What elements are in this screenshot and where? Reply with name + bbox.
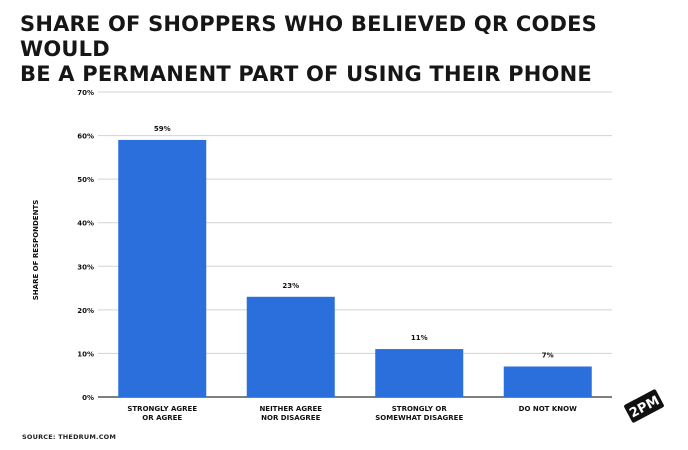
x-tick-label-line: DO NOT KNOW [519, 405, 577, 413]
x-tick-label: DO NOT KNOW [519, 405, 577, 413]
bar [375, 349, 464, 397]
y-tick-label: 20% [77, 307, 94, 315]
source-note: SOURCE: THEDRUM.COM [22, 433, 117, 441]
y-tick-label: 60% [77, 133, 94, 141]
x-tick-label-line: STRONGLY OR [392, 405, 448, 413]
data-label: 59% [154, 125, 171, 133]
x-tick-label-line: SOMEWHAT DISAGREE [375, 414, 463, 422]
title-line-2: BE A PERMANENT PART OF USING THEIR PHONE [20, 62, 592, 86]
bar [503, 366, 592, 397]
y-tick-label: 10% [77, 350, 94, 358]
chart-title: SHARE OF SHOPPERS WHO BELIEVED QR CODES … [20, 12, 670, 87]
x-tick-label-line: NOR DISAGREE [261, 414, 320, 422]
y-tick-label: 40% [77, 220, 94, 228]
x-category-labels: STRONGLY AGREE OR AGREE NEITHER AGREE NOR D… [127, 405, 577, 422]
y-tick-labels: 0% 10% 20% 30% 40% 50% 60% 70% [77, 89, 94, 402]
x-tick-label-line: OR AGREE [142, 414, 182, 422]
bars [118, 139, 592, 397]
bar [118, 139, 207, 397]
y-tick-label: 30% [77, 263, 94, 271]
title-line-1: SHARE OF SHOPPERS WHO BELIEVED QR CODES … [20, 12, 598, 61]
x-tick-label-line: NEITHER AGREE [259, 405, 322, 413]
data-labels: 59% 23% 11% 7% [154, 125, 554, 360]
data-label: 23% [282, 282, 299, 290]
data-label: 7% [542, 352, 554, 360]
y-tick-label: 0% [82, 394, 94, 402]
x-tick-label: STRONGLY AGREE OR AGREE [127, 405, 197, 422]
y-tick-label: 70% [77, 89, 94, 97]
x-tick-label: STRONGLY OR SOMEWHAT DISAGREE [375, 405, 463, 422]
x-tick-label-line: STRONGLY AGREE [127, 405, 197, 413]
x-tick-label: NEITHER AGREE NOR DISAGREE [259, 405, 322, 422]
bar [246, 296, 335, 397]
y-tick-label: 50% [77, 176, 94, 184]
brand-logo: 2PM [624, 389, 664, 423]
data-label: 11% [411, 334, 428, 342]
y-axis-label: SHARE OF RESPONDENTS [32, 200, 40, 301]
